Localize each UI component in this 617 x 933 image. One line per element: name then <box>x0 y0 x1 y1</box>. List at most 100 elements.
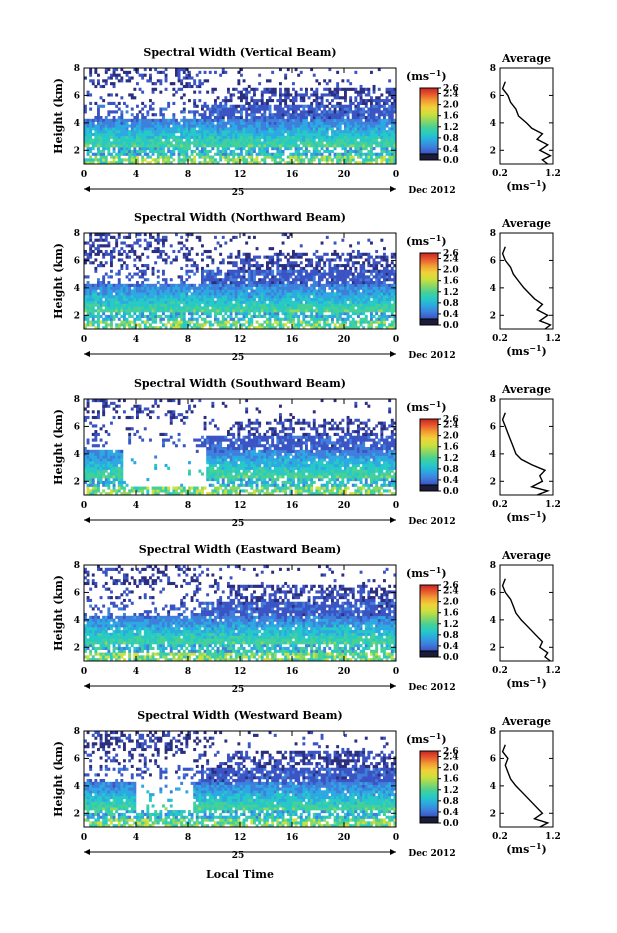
heatmap-cell <box>214 318 217 321</box>
heatmap-cell <box>263 105 266 108</box>
heatmap-cell <box>339 136 342 139</box>
heatmap-cell <box>193 110 196 113</box>
heatmap-cell <box>170 156 173 159</box>
heatmap-cell <box>128 133 131 136</box>
heatmap-cell <box>297 150 300 153</box>
heatmap-cell <box>172 93 175 96</box>
heatmap-cell <box>141 301 144 304</box>
heatmap-cell <box>282 275 285 278</box>
heatmap-cell <box>354 130 357 133</box>
heatmap-cell <box>271 261 274 264</box>
heatmap-cell <box>310 153 313 156</box>
heatmap-cell <box>274 108 277 111</box>
heatmap-cell <box>365 147 368 150</box>
heatmap-cell <box>302 130 305 133</box>
colorbar <box>420 88 438 160</box>
heatmap-cell <box>258 82 261 85</box>
heatmap-cell <box>131 298 134 301</box>
heatmap-cell <box>243 315 246 318</box>
heatmap-cell <box>94 139 97 142</box>
heatmap-cell <box>126 147 129 150</box>
heatmap-cell <box>110 289 113 292</box>
heatmap-cell <box>370 270 373 273</box>
heatmap-cell <box>391 153 394 156</box>
heatmap-cell <box>323 321 326 324</box>
heatmap-cell <box>133 289 136 292</box>
heatmap-cell <box>352 292 355 295</box>
heatmap-cell <box>253 139 256 142</box>
heatmap-cell <box>378 116 381 119</box>
heatmap-cell <box>94 270 97 273</box>
heatmap-cell <box>232 158 235 161</box>
heatmap-cell <box>357 147 360 150</box>
heatmap-cell <box>167 304 170 307</box>
heatmap-cell <box>180 127 183 130</box>
heatmap-cell <box>313 116 316 119</box>
heatmap-cell <box>92 133 95 136</box>
heatmap-cell <box>334 108 337 111</box>
heatmap-cell <box>235 264 238 267</box>
heatmap-cell <box>110 301 113 304</box>
heatmap-cell <box>211 270 214 273</box>
heatmap-cell <box>230 139 233 142</box>
heatmap-cell <box>250 284 253 287</box>
heatmap-cell <box>370 287 373 290</box>
heatmap-cell <box>261 130 264 133</box>
heatmap-cell <box>154 321 157 324</box>
heatmap-cell <box>141 133 144 136</box>
heatmap-cell <box>237 275 240 278</box>
heatmap-cell <box>227 113 230 116</box>
heatmap-cell <box>131 150 134 153</box>
heatmap-cell <box>162 158 165 161</box>
heatmap-cell <box>100 236 103 239</box>
heatmap-cell <box>261 287 264 290</box>
heatmap-cell <box>349 105 352 108</box>
heatmap-cell <box>292 141 295 144</box>
heatmap-cell <box>206 295 209 298</box>
heatmap-cell <box>201 270 204 273</box>
heatmap-cell <box>128 306 131 309</box>
heatmap-cell <box>204 133 207 136</box>
heatmap-cell <box>230 315 233 318</box>
heatmap-cell <box>269 136 272 139</box>
heatmap-cell <box>183 315 186 318</box>
heatmap-cell <box>243 88 246 91</box>
heatmap-cell <box>159 287 162 290</box>
heatmap-cell <box>237 96 240 99</box>
heatmap-cell <box>222 153 225 156</box>
heatmap-cell <box>170 292 173 295</box>
heatmap-cell <box>133 156 136 159</box>
heatmap-cell <box>308 141 311 144</box>
heatmap-cell <box>378 315 381 318</box>
heatmap-cell <box>256 153 259 156</box>
heatmap-cell <box>321 267 324 270</box>
heatmap-cell <box>92 158 95 161</box>
heatmap-cell <box>349 270 352 273</box>
heatmap-cell <box>256 124 259 127</box>
heatmap-cell <box>305 136 308 139</box>
heatmap-cell <box>380 113 383 116</box>
heatmap-cell <box>367 127 370 130</box>
heatmap-cell <box>313 292 316 295</box>
heatmap-cell <box>240 136 243 139</box>
heatmap-cell <box>274 298 277 301</box>
heatmap-cell <box>107 301 110 304</box>
heatmap-cell <box>105 79 108 82</box>
heatmap-cell <box>230 116 233 119</box>
heatmap-cell <box>144 105 147 108</box>
heatmap-cell <box>110 258 113 261</box>
heatmap-cell <box>214 281 217 284</box>
heatmap-cell <box>248 102 251 105</box>
heatmap-cell <box>123 321 126 324</box>
heatmap-cell <box>284 315 287 318</box>
heatmap-cell <box>302 139 305 142</box>
heatmap-cell <box>269 108 272 111</box>
heatmap-cell <box>354 105 357 108</box>
heatmap-cell <box>118 124 121 127</box>
heatmap-cell <box>258 108 261 111</box>
heatmap-cell <box>162 309 165 312</box>
heatmap-cell <box>248 261 251 264</box>
heatmap-cell <box>211 298 214 301</box>
heatmap-cell <box>279 284 282 287</box>
heatmap-cell <box>232 108 235 111</box>
